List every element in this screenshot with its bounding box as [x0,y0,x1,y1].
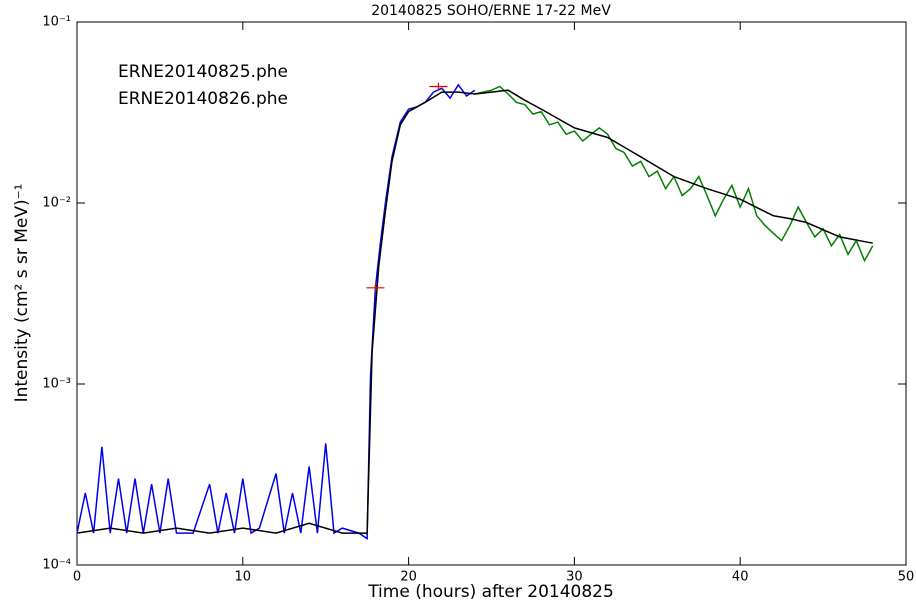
y-tick-label: 10⁻⁴ [42,558,71,573]
series-line [76,89,873,534]
x-tick-label: 30 [566,570,583,585]
y-axis-label: Intensity (cm² s sr MeV)⁻¹ [12,184,32,403]
legend-entry: ERNE20140826.phe [118,89,288,109]
x-tick-label: 0 [73,570,81,585]
x-tick-label: 20 [400,570,417,585]
plot-frame [76,21,907,566]
x-tick-label: 50 [898,570,915,585]
series-line [76,83,476,540]
chart-title: 20140825 SOHO/ERNE 17-22 MeV [371,3,611,19]
marker [429,82,448,91]
x-tick-label: 10 [235,570,252,585]
x-axis-label: Time (hours) after 20140825 [367,582,614,602]
series-line [474,85,874,263]
y-tick-label: 10⁻¹ [42,15,71,30]
y-tick-label: 10⁻³ [42,377,71,392]
x-tick-label: 40 [732,570,749,585]
marker [366,283,385,292]
legend-entry: ERNE20140825.phe [118,62,288,82]
y-tick-label: 10⁻² [42,196,71,211]
